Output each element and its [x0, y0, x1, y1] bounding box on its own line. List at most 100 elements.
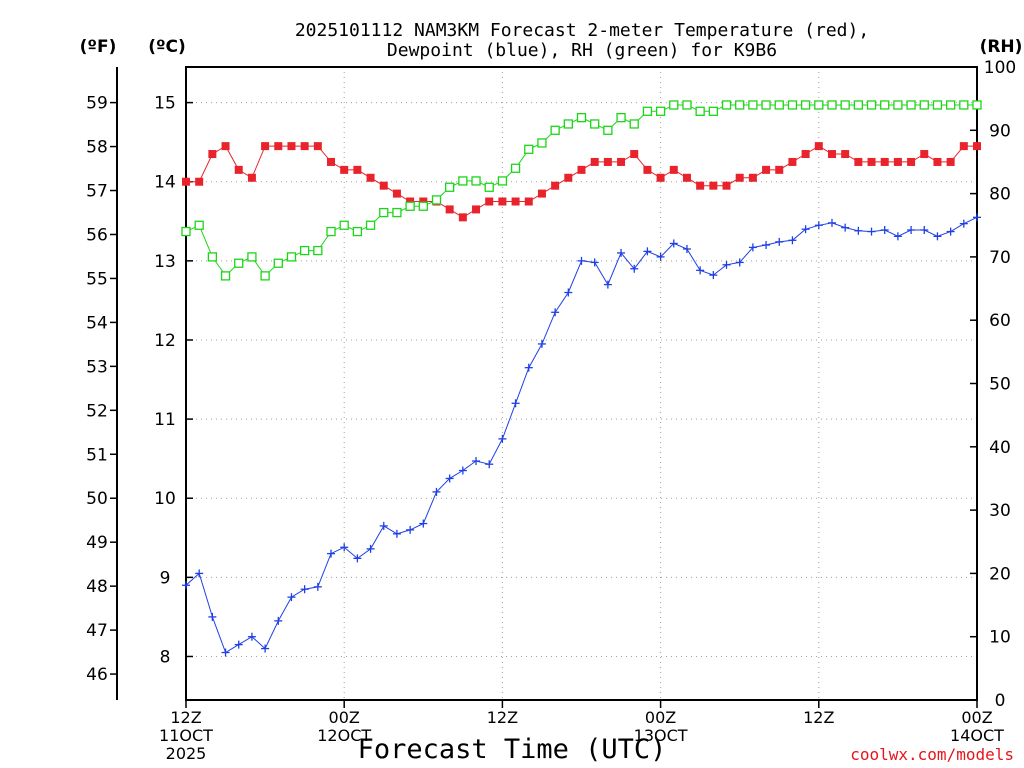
2-meter-temperature-point: [247, 173, 256, 182]
2-meter-temperature-point: [485, 197, 494, 206]
dewpoint-point: [472, 457, 481, 466]
dewpoint-point: [814, 221, 823, 230]
2-meter-temperature-point: [748, 173, 757, 182]
fahrenheit-tick-label: 46: [86, 665, 108, 685]
dewpoint-point: [827, 218, 836, 227]
celsius-tick-label: 11: [154, 410, 176, 430]
rh-point: [880, 100, 890, 110]
fahrenheit-tick-label: 51: [86, 445, 108, 465]
2-meter-temperature-point: [445, 205, 454, 214]
rh-point: [840, 100, 850, 110]
rh-point: [194, 220, 204, 230]
dewpoint-point: [841, 223, 850, 232]
fahrenheit-tick-label: 49: [86, 533, 108, 553]
dewpoint-point: [485, 460, 494, 469]
2-meter-temperature-point: [261, 142, 270, 151]
dewpoint-point: [379, 521, 388, 530]
rh-point: [827, 100, 837, 110]
dewpoint-point: [327, 549, 336, 558]
rh-point: [181, 226, 191, 237]
2-meter-temperature-point: [195, 177, 204, 186]
2-meter-temperature-point: [722, 181, 731, 190]
rh-tick-label: 40: [989, 438, 1011, 458]
dewpoint-point: [287, 593, 296, 602]
2-meter-temperature-point: [472, 205, 481, 214]
rh-point: [669, 100, 679, 110]
2-meter-temperature-point: [458, 213, 467, 222]
rh-tick-label: 80: [989, 185, 1011, 205]
celsius-tick-label: 10: [154, 489, 176, 509]
2-meter-temperature-point: [182, 177, 190, 186]
rh-tick-label: 70: [989, 248, 1011, 268]
rh-point: [642, 106, 653, 116]
2-meter-temperature-point: [498, 197, 507, 206]
rh-point: [906, 100, 916, 110]
dewpoint-point: [366, 544, 375, 553]
2-meter-temperature-point: [867, 157, 876, 166]
rh-point: [234, 258, 244, 268]
fahrenheit-tick-label: 58: [86, 138, 108, 158]
2-meter-temperature-point: [524, 197, 533, 206]
rh-point: [379, 207, 389, 218]
dewpoint-point: [617, 248, 626, 257]
2-meter-temperature-point: [406, 197, 415, 206]
celsius-axis-ticks: 8 9 10 11 12 13 14 15: [154, 94, 193, 667]
2-meter-temperature-point: [959, 142, 968, 151]
rh-point: [484, 182, 494, 192]
rh-point: [537, 138, 547, 148]
rh-point: [616, 112, 626, 123]
2-meter-temperature-point: [603, 157, 612, 166]
2-meter-temperature-point: [379, 181, 388, 190]
dewpoint-point: [682, 244, 691, 253]
dewpoint-point: [748, 243, 757, 252]
2-meter-temperature-point: [419, 197, 428, 206]
2-meter-temperature-point: [564, 173, 573, 182]
rh-point: [735, 100, 745, 110]
rh-point: [313, 245, 323, 256]
rh-tick-label: 90: [989, 121, 1011, 141]
time-tick-label: 00Z: [961, 708, 992, 727]
dewpoint-point: [234, 640, 243, 649]
rh-point: [365, 220, 376, 230]
dewpoint-point: [511, 399, 520, 408]
fahrenheit-tick-label: 47: [86, 621, 108, 641]
dewpoint-point: [208, 612, 217, 621]
rh-point: [853, 100, 863, 110]
dewpoint-point: [801, 225, 810, 234]
fahrenheit-tick-label: 50: [86, 489, 108, 509]
rh-tick-label: 50: [989, 375, 1011, 395]
time-tick-label: 11OCT: [159, 726, 213, 745]
2-meter-temperature-point: [920, 150, 929, 159]
rh-point: [761, 100, 771, 110]
rh-point: [787, 100, 798, 110]
dewpoint-point: [696, 266, 705, 275]
dewpoint-point: [300, 585, 309, 594]
2-meter-temperature-point: [590, 157, 599, 166]
dewpoint-point: [722, 260, 731, 269]
rh-axis-ticks: 0 10 20 30 40 50 60 70 80 90 100: [970, 58, 1016, 711]
dewpoint-point: [603, 280, 612, 289]
2-meter-temperature-point: [735, 173, 744, 182]
2-meter-temperature-point: [933, 157, 942, 166]
dewpoint-point: [735, 258, 744, 267]
dewpoint-point: [709, 271, 718, 280]
dewpoint-point: [669, 239, 678, 248]
2-meter-temperature-point: [854, 157, 863, 166]
time-tick-label: 2025: [166, 744, 207, 763]
dewpoint-point: [630, 264, 639, 273]
2-meter-temperature-point: [366, 173, 375, 182]
rh-point: [339, 220, 349, 230]
dewpoint-point: [313, 582, 322, 591]
2-meter-temperature-point: [234, 165, 243, 174]
rh-point: [497, 176, 508, 186]
2-meter-temperature-point: [656, 173, 665, 182]
rh-point: [748, 100, 758, 110]
dewpoint-point: [577, 256, 586, 265]
2-meter-temperature-point: [788, 157, 797, 166]
rh-point: [471, 176, 481, 186]
2-meter-temperature-point: [775, 165, 784, 174]
axes: [116, 66, 978, 701]
rh-point: [932, 100, 943, 110]
